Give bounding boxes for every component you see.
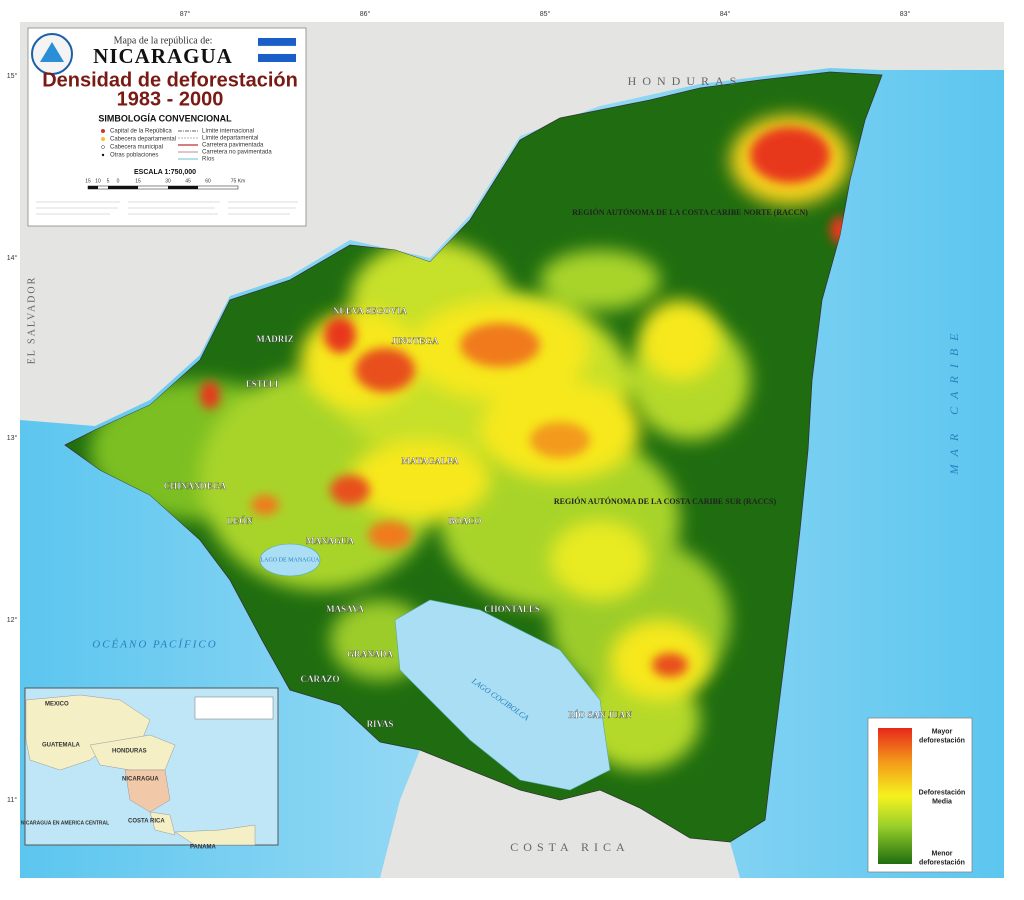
lat-label: 12° (7, 616, 18, 624)
department-label: CARAZO (300, 674, 339, 684)
symbology-items: Capital de la República Cabecera departa… (101, 129, 272, 163)
lat-label: 15° (7, 72, 18, 80)
legend: Mayor deforestación Deforestación Media Me… (867, 717, 973, 873)
scale-bar: 15 10 5 0 15 30 45 60 75 Km (85, 178, 245, 190)
symbology-item: Cabecera municipal (110, 145, 163, 151)
scale-tick: 75 Km (231, 178, 245, 184)
scale-tick: 0 (117, 178, 120, 184)
map-years: 1983 - 2000 (117, 88, 224, 110)
sea-label: MAR CARIBE (947, 326, 961, 476)
department-label: CHONTALES (484, 604, 540, 614)
scale-tick: 30 (165, 178, 171, 184)
inset-country: NICARAGUA (122, 777, 159, 783)
inset-country: GUATEMALA (42, 743, 81, 749)
symbology-item: Límite departamental (202, 136, 258, 142)
department-label: ESTELÍ (246, 379, 279, 389)
scale-tick: 60 (205, 178, 211, 184)
symbology-item: Otras poblaciones (110, 153, 158, 159)
scale-tick: 5 (107, 178, 110, 184)
department-label: MADRIZ (256, 334, 294, 344)
symbology-item: Carretera pavimentada (202, 143, 264, 149)
pretitle: Mapa de la república de: (114, 35, 213, 46)
region-label: REGIÓN AUTÓNOMA DE LA COSTA CARIBE SUR (… (554, 496, 777, 506)
inset-country: HONDURAS (112, 749, 147, 755)
scale-tick: 15 (135, 178, 141, 184)
lon-label: 83° (900, 10, 911, 18)
department-label: RIVAS (367, 719, 394, 729)
fine-print (36, 201, 298, 215)
scale-tick: 10 (95, 178, 101, 184)
lake-managua (259, 543, 321, 577)
inset-labels: MEXICO GUATEMALA HONDURAS NICARAGUA COST… (21, 702, 217, 851)
costa-rica-land (380, 750, 740, 878)
inset-map: MEXICO GUATEMALA HONDURAS NICARAGUA COST… (21, 687, 279, 851)
department-label: MATAGALPA (402, 456, 459, 466)
department-labels: NUEVA SEGOVIA MADRIZ ESTELÍ JINOTEGA MAT… (164, 306, 633, 729)
symbology-item: Ríos (202, 157, 214, 163)
inset-title: NICARAGUA EN AMERICA CENTRAL (21, 820, 109, 826)
lon-label: 84° (720, 10, 731, 18)
sea-label: OCÉANO PACÍFICO (92, 639, 217, 651)
lon-label: 86° (360, 10, 371, 18)
lon-label: 85° (540, 10, 551, 18)
department-label: MASAYA (326, 604, 364, 614)
scale-tick: 45 (185, 178, 191, 184)
country-name: NICARAGUA (93, 44, 233, 68)
scale-title: ESCALA 1:750,000 (134, 169, 196, 176)
department-label: GRANADA (347, 649, 393, 659)
legend-low: Menor deforestación (919, 850, 965, 866)
neighbor-label: EL SALVADOR (26, 276, 37, 365)
department-label: NUEVA SEGOVIA (333, 306, 408, 316)
department-label: RÍO SAN JUAN (568, 710, 632, 720)
inset-country: PANAMA (190, 845, 217, 851)
symbology-item: Límite internacional (202, 129, 254, 135)
legend-gradient (878, 728, 912, 864)
department-label: MANAGUA (306, 536, 354, 546)
inset-country: MEXICO (45, 702, 69, 708)
scale-tick: 15 (85, 178, 91, 184)
symbology-item: Carretera no pavimentada (202, 150, 272, 156)
symbology-item: Cabecera departamental (110, 137, 176, 143)
map-title: Densidad de deforestación (42, 69, 298, 91)
lake-cocibolca (394, 599, 611, 791)
lon-label: 87° (180, 10, 191, 18)
inset-country: COSTA RICA (128, 819, 165, 825)
symbology-title: SIMBOLOGÍA CONVENCIONAL (98, 113, 232, 123)
lat-label: 13° (7, 434, 18, 442)
department-label: CHINANDEGA (164, 481, 227, 491)
department-label: JINOTEGA (391, 336, 439, 346)
neighbor-label: HONDURAS (628, 74, 743, 88)
department-label: LEÓN (227, 516, 253, 526)
header-box: Mapa de la república de: NICARAGUA Densi… (27, 27, 307, 227)
neighbor-label: COSTA RICA (510, 840, 629, 854)
deforestation-density (90, 115, 850, 770)
department-label: BOACO (448, 516, 481, 526)
legend-high: Mayor deforestación (919, 728, 965, 744)
region-label: REGIÓN AUTÓNOMA DE LA COSTA CARIBE NORTE… (572, 207, 808, 217)
lake-label: LAGO DE MANAGUA (261, 557, 321, 563)
graticule-labels: 87° 86° 85° 84° 83° 15° 14° 13° 12° 11° (7, 10, 911, 804)
lat-label: 14° (7, 254, 18, 262)
symbology-item: Capital de la República (110, 129, 172, 135)
flag (257, 38, 297, 62)
legend-mid: Deforestación Media (919, 789, 966, 805)
lat-label: 11° (7, 796, 17, 804)
